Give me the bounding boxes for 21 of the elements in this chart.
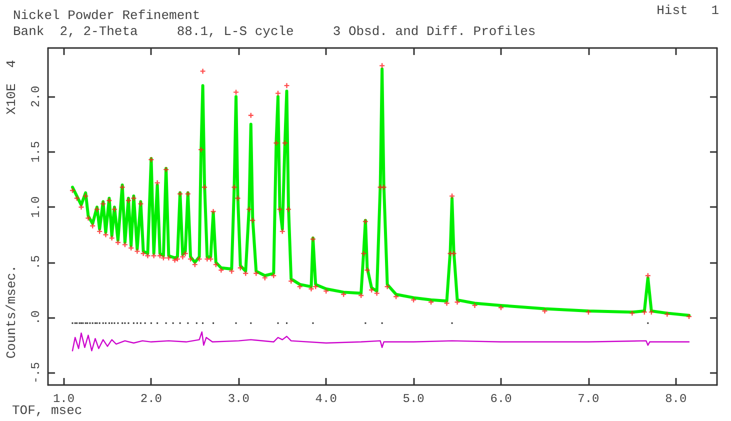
y-tick-label: .0 [29, 310, 43, 325]
text: Hist 1 [656, 3, 720, 18]
x-tick-label: 6.0 [490, 392, 512, 406]
x-tick-label: 3.0 [228, 392, 250, 406]
x-tick-label: 4.0 [315, 392, 337, 406]
y-tick-label: -.5 [29, 362, 43, 384]
x-tick-label: 5.0 [402, 392, 424, 406]
x-tick-label: 7.0 [578, 392, 600, 406]
y-tick-label: .5 [29, 255, 43, 270]
text: X10E 4 [4, 60, 19, 115]
x-tick-label: 2.0 [140, 392, 162, 406]
y-tick-label: 1.5 [29, 141, 43, 163]
x-tick-label: 1.0 [52, 392, 75, 406]
chart-title: Nickel Powder Refinement [13, 8, 200, 23]
chart-subtitle: Bank 2, 2-Theta 88.1, L-S cycle 3 Obsd. and Diff. Profiles [13, 24, 536, 39]
y-axis-title: Counts/msec. [4, 264, 19, 359]
x-axis-title: TOF, msec [12, 403, 82, 418]
y-tick-label: 2.0 [29, 86, 43, 108]
x-tick-label: 8.0 [665, 392, 687, 406]
y-tick-label: 1.0 [29, 196, 43, 218]
line-series [72, 331, 690, 352]
